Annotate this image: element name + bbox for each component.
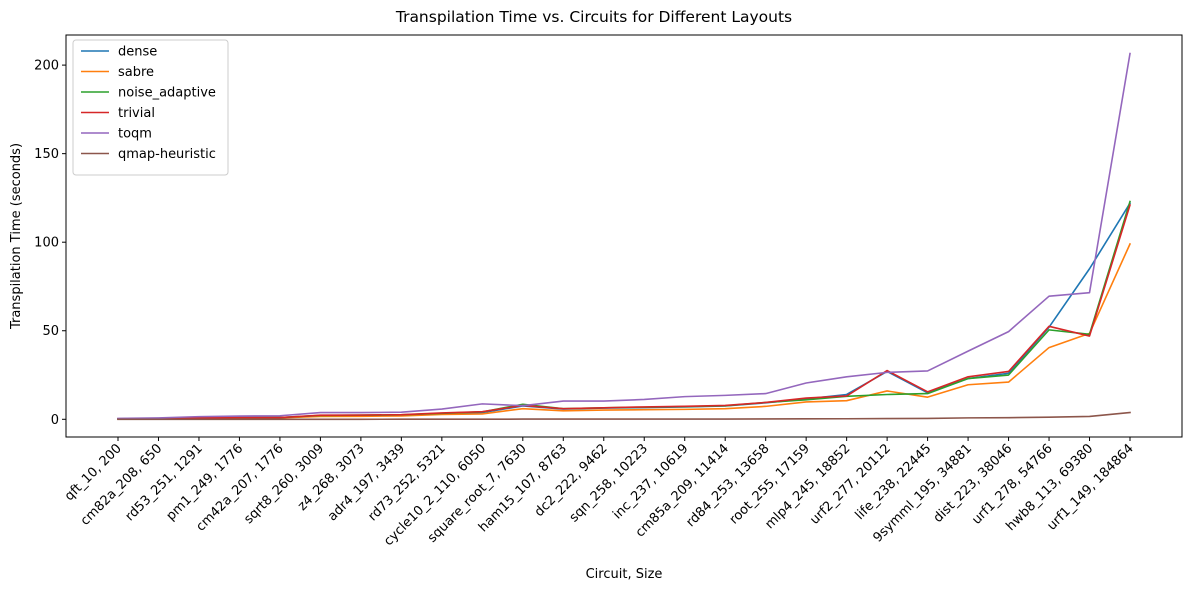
- y-tick-label: 50: [42, 324, 59, 339]
- legend-label-qmap-heuristic: qmap-heuristic: [118, 147, 216, 162]
- legend-box: [72, 39, 229, 176]
- plot-area-frame: [65, 34, 1183, 438]
- legend-label-toqm: toqm: [118, 127, 152, 142]
- chart-title: Transpilation Time vs. Circuits for Diff…: [395, 8, 792, 26]
- y-tick-label: 100: [34, 236, 59, 251]
- plot-lines: [117, 52, 1132, 421]
- x-axis-label: Circuit, Size: [586, 567, 663, 582]
- y-axis-label: Transpilation Time (seconds): [9, 143, 24, 330]
- series-line-toqm: [117, 52, 1131, 420]
- series-line-qmap-heuristic: [117, 411, 1131, 421]
- legend-label-noise_adaptive: noise_adaptive: [118, 86, 216, 101]
- y-axis: 0 50 100 150 200: [34, 59, 66, 428]
- legend-label-trivial: trivial: [118, 106, 155, 121]
- y-tick-label: 200: [34, 59, 59, 74]
- legend-label-dense: dense: [118, 45, 157, 60]
- y-tick-label: 150: [34, 147, 59, 162]
- legend-label-sabre: sabre: [118, 65, 154, 80]
- y-tick-label: 0: [51, 413, 59, 428]
- series-line-trivial: [117, 204, 1132, 420]
